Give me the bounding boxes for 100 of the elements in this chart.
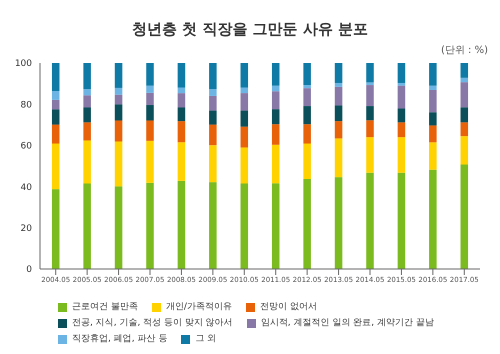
bar bbox=[398, 63, 406, 83]
bar bbox=[114, 141, 122, 186]
bar bbox=[178, 121, 186, 142]
bar bbox=[272, 91, 280, 110]
bar bbox=[178, 93, 186, 108]
bar bbox=[272, 183, 280, 269]
bar bbox=[146, 105, 154, 120]
bar bbox=[460, 78, 468, 82]
bar bbox=[460, 164, 468, 269]
bar bbox=[303, 88, 311, 106]
bar bbox=[52, 189, 60, 269]
bar bbox=[209, 96, 217, 111]
bar bbox=[52, 63, 60, 92]
bar bbox=[366, 120, 374, 138]
legend-label: 임시적, 계절적인 일의 완료, 계약기간 끝남 bbox=[260, 317, 434, 330]
bar bbox=[334, 105, 342, 122]
legend-label: 직장휴업, 폐업, 파산 등 bbox=[71, 333, 168, 346]
bar bbox=[114, 104, 122, 120]
bar bbox=[52, 100, 60, 110]
bar bbox=[398, 122, 406, 138]
chart-title: 청년층 첫 직장을 그만둔 사유 분포 bbox=[130, 19, 370, 39]
y-tick-label: 20 bbox=[20, 224, 32, 234]
bar bbox=[303, 178, 311, 269]
bar bbox=[366, 85, 374, 106]
bar bbox=[240, 110, 248, 127]
bar bbox=[429, 63, 437, 86]
bar bbox=[272, 86, 280, 92]
bar bbox=[146, 140, 154, 183]
bar bbox=[178, 63, 186, 88]
bar bbox=[178, 142, 186, 181]
bar bbox=[429, 90, 437, 112]
bar bbox=[303, 63, 311, 86]
bar bbox=[209, 182, 217, 269]
bar bbox=[366, 82, 374, 86]
bar bbox=[429, 125, 437, 142]
bar bbox=[52, 124, 60, 144]
bar bbox=[52, 144, 60, 190]
bar bbox=[146, 86, 154, 93]
bar bbox=[52, 109, 60, 125]
bar bbox=[240, 147, 248, 184]
bar bbox=[178, 180, 186, 269]
bar bbox=[83, 107, 91, 122]
y-tick-label: 100 bbox=[14, 59, 32, 70]
text: (단위 : %) bbox=[440, 44, 489, 57]
bar bbox=[83, 122, 91, 140]
bar bbox=[114, 88, 122, 95]
bar bbox=[146, 120, 154, 141]
bar bbox=[460, 107, 468, 122]
bar bbox=[303, 144, 311, 179]
bar bbox=[334, 82, 342, 87]
bar bbox=[366, 63, 374, 82]
bar bbox=[303, 124, 311, 144]
bar bbox=[146, 92, 154, 106]
bar bbox=[83, 95, 91, 108]
bar bbox=[240, 184, 248, 269]
y-tick-label: 0 bbox=[26, 265, 32, 276]
bar bbox=[114, 63, 122, 88]
legend-label: 그 외 bbox=[194, 333, 216, 346]
bar bbox=[429, 170, 437, 269]
bar bbox=[209, 89, 217, 96]
bar bbox=[460, 136, 468, 165]
bar bbox=[398, 172, 406, 269]
bar bbox=[303, 106, 311, 124]
bar bbox=[240, 93, 248, 111]
bar bbox=[83, 63, 91, 90]
bar bbox=[272, 109, 280, 124]
bar bbox=[429, 142, 437, 170]
bar bbox=[398, 108, 406, 122]
bar bbox=[272, 144, 280, 184]
bar bbox=[398, 86, 406, 109]
bar bbox=[240, 126, 248, 148]
bar bbox=[334, 63, 342, 83]
y-tick-label: 60 bbox=[20, 142, 32, 152]
bar bbox=[83, 140, 91, 184]
bar bbox=[83, 184, 91, 269]
bar bbox=[334, 121, 342, 138]
bar bbox=[366, 172, 374, 269]
legend-label: 전공, 지식, 기술, 적성 등이 맞지 않아서 bbox=[71, 317, 233, 330]
bar bbox=[460, 63, 468, 78]
legend-label: 개인/가족적이유 bbox=[164, 301, 232, 314]
bar bbox=[114, 120, 122, 142]
bar bbox=[303, 85, 311, 88]
bar bbox=[366, 137, 374, 173]
bar bbox=[178, 107, 186, 122]
bar bbox=[240, 88, 248, 94]
bar bbox=[209, 63, 217, 90]
bar bbox=[460, 122, 468, 136]
legend-label: 근로여건 불만족 bbox=[71, 301, 138, 314]
bar bbox=[209, 110, 217, 125]
bar bbox=[429, 112, 437, 126]
bar bbox=[272, 63, 280, 86]
bar bbox=[114, 186, 122, 269]
bar bbox=[209, 145, 217, 182]
bar bbox=[460, 82, 468, 108]
bar bbox=[272, 124, 280, 145]
legend-label: 전망이 없어서 bbox=[258, 301, 317, 314]
bar bbox=[114, 94, 122, 104]
bar bbox=[334, 86, 342, 106]
y-tick-label: 80 bbox=[20, 100, 32, 110]
bar bbox=[52, 91, 60, 100]
